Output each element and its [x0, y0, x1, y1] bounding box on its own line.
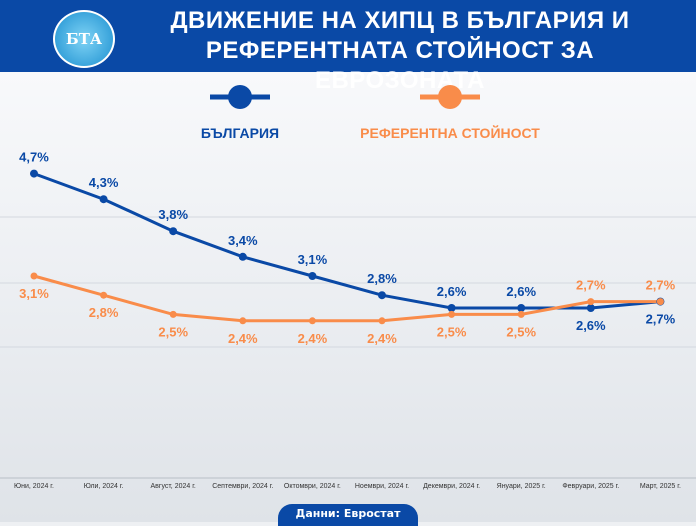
- header: БТА ДВИЖЕНИЕ НА ХИПЦ В БЪЛГАРИЯ И РЕФЕРЕН…: [0, 0, 696, 94]
- data-label: 3,1%: [19, 286, 49, 301]
- x-tick-label: Септември, 2024 г.: [212, 483, 273, 490]
- x-tick-label: Юни, 2024 г.: [14, 483, 54, 490]
- data-point: [308, 272, 317, 280]
- x-tick-label: Ноември, 2024 г.: [355, 483, 409, 490]
- data-point: [517, 310, 525, 318]
- data-point: [169, 310, 177, 318]
- data-point: [169, 227, 178, 236]
- data-point: [238, 252, 247, 261]
- series-line: [33, 274, 661, 323]
- data-label: 2,4%: [367, 331, 397, 346]
- title-line-2: РЕФЕРЕНТНАТА СТОЙНОСТ ЗА ЕВРОЗОНАТА: [205, 37, 595, 94]
- source-badge: Данни: Евростат: [278, 504, 418, 526]
- x-tick-label: Декември, 2024 г.: [423, 483, 480, 490]
- x-tick-label: Август, 2024 г.: [151, 483, 196, 490]
- data-label: 2,7%: [576, 278, 606, 293]
- data-label: 2,6%: [437, 284, 467, 299]
- legend-marker: [438, 85, 462, 109]
- data-label: 3,8%: [158, 207, 188, 222]
- data-label: 2,5%: [506, 324, 536, 339]
- data-point: [656, 298, 664, 306]
- data-label: 2,7%: [646, 278, 676, 293]
- data-label: 2,5%: [437, 324, 467, 339]
- data-point: [517, 304, 526, 312]
- data-point: [308, 317, 316, 325]
- data-label: 2,7%: [646, 312, 676, 327]
- legend-label: РЕФЕРЕНТНА СТОЙНОСТ: [360, 124, 540, 141]
- data-point: [100, 291, 108, 299]
- data-point: [448, 310, 456, 318]
- data-label: 2,4%: [228, 331, 258, 346]
- data-label: 2,4%: [298, 331, 328, 346]
- background: [0, 72, 696, 522]
- data-label: 2,8%: [89, 305, 119, 320]
- data-label: 2,6%: [576, 318, 606, 333]
- x-tick-label: Февруари, 2025 г.: [562, 483, 619, 490]
- data-point: [447, 304, 456, 312]
- data-point: [378, 291, 386, 300]
- data-point: [586, 304, 595, 312]
- x-tick-label: Януари, 2025 г.: [497, 483, 546, 490]
- data-label: 2,5%: [158, 324, 188, 339]
- logo-text: БТА: [65, 30, 103, 48]
- title-line-1: ДВИЖЕНИЕ НА ХИПЦ В БЪЛГАРИЯ И: [170, 7, 630, 34]
- legend-marker: [228, 85, 252, 109]
- data-label: 3,4%: [228, 233, 258, 248]
- data-label: 3,1%: [298, 252, 328, 267]
- data-label: 2,6%: [506, 284, 536, 299]
- x-tick-label: Октомври, 2024 г.: [284, 483, 341, 490]
- series-line: [33, 172, 661, 310]
- data-point: [30, 272, 38, 280]
- data-point: [378, 317, 386, 325]
- data-label: 4,7%: [19, 150, 49, 165]
- data-point: [30, 169, 38, 178]
- data-point: [99, 195, 108, 204]
- x-tick-label: Юли, 2024 г.: [84, 483, 124, 490]
- data-label: 2,8%: [367, 271, 397, 286]
- data-point: [587, 298, 595, 306]
- legend-label: БЪЛГАРИЯ: [201, 125, 279, 141]
- page-title: ДВИЖЕНИЕ НА ХИПЦ В БЪЛГАРИЯ И РЕФЕРЕНТНАТ…: [120, 6, 680, 96]
- data-point: [239, 317, 247, 325]
- bta-logo: БТА: [53, 10, 115, 68]
- x-tick-label: Март, 2025 г.: [640, 483, 681, 490]
- data-label: 4,3%: [89, 175, 119, 190]
